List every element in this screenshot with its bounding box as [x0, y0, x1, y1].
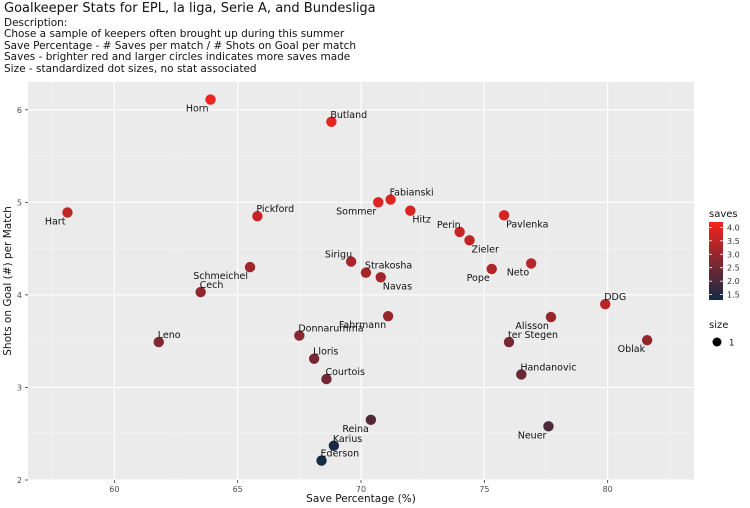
- data-point: [195, 286, 206, 298]
- data-point: [373, 197, 384, 208]
- size-legend-label: 1: [729, 339, 734, 349]
- point-label: Donnarumma: [298, 324, 363, 335]
- y-tick-label: 3: [17, 383, 22, 392]
- data-point: [328, 440, 340, 451]
- x-tick-label: 75: [479, 485, 489, 494]
- data-points: [62, 94, 653, 466]
- data-point: [385, 194, 396, 205]
- y-tick-label: 2: [17, 476, 22, 485]
- point-label: Neuer: [518, 430, 547, 441]
- point-label: Hitz: [412, 215, 431, 226]
- data-point: [316, 455, 327, 466]
- legend: saves 4.0 3.5 3.0 2.5 2.0 1.5 size 1: [709, 209, 740, 349]
- description-line: Save Percentage - # Saves per match / # …: [4, 39, 357, 52]
- point-label: DDG: [604, 292, 626, 303]
- x-tick-label: 65: [233, 485, 243, 494]
- point-label: Sirigu: [325, 250, 352, 261]
- point-label: Pickford: [256, 204, 294, 215]
- point-label: Strakosha: [365, 261, 412, 272]
- point-label: Cech: [200, 280, 224, 291]
- legend-title: saves: [709, 209, 738, 220]
- point-label: Ederson: [321, 449, 360, 460]
- data-point: [153, 336, 164, 348]
- data-point: [382, 310, 394, 322]
- data-point: [62, 207, 73, 218]
- point-label: Leno: [158, 330, 181, 341]
- colorbar-tick-label: 3.0: [727, 250, 740, 259]
- data-point: [464, 235, 475, 246]
- x-tick-label: 70: [356, 485, 366, 494]
- data-point: [205, 94, 216, 105]
- y-tick-label: 4: [17, 291, 22, 300]
- point-label: Hart: [45, 217, 66, 228]
- x-tick-label: 60: [109, 485, 119, 494]
- data-point: [375, 272, 386, 283]
- description-line: Saves - brighter red and larger circles …: [4, 51, 351, 64]
- point-label: Pavlenka: [506, 219, 548, 230]
- chart-title: Goalkeeper Stats for EPL, la liga, Serie…: [4, 1, 376, 16]
- data-point: [244, 261, 256, 273]
- point-label: Lloris: [313, 347, 338, 358]
- data-point: [498, 210, 510, 221]
- data-point: [543, 421, 554, 432]
- colorbar-tick-label: 3.5: [727, 237, 740, 246]
- colorbar-tick-label: 4.0: [727, 223, 740, 232]
- data-point: [526, 258, 537, 269]
- x-tick-label: 80: [603, 485, 613, 494]
- point-label: Perin: [437, 220, 461, 231]
- point-label: Zieler: [472, 244, 499, 255]
- point-label: Oblak: [618, 344, 646, 355]
- colorbar-tick-label: 2.0: [727, 277, 740, 286]
- point-label: Horn: [186, 104, 209, 115]
- point-label: Handanovic: [520, 362, 576, 373]
- data-point: [365, 414, 377, 426]
- point-label: Alisson: [515, 321, 549, 332]
- point-label: Reina: [342, 424, 369, 435]
- colorbar-tick-label: 1.5: [727, 291, 740, 300]
- point-label: Butland: [330, 110, 367, 121]
- axes: 60 65 70 75 80 2 3 4 5 6: [17, 106, 613, 494]
- data-point: [252, 211, 263, 222]
- y-axis-label: Shots on Goal (#) per Match: [2, 206, 14, 355]
- x-axis-label: Save Percentage (%): [306, 493, 416, 505]
- data-point: [454, 226, 465, 238]
- point-label: Courtois: [325, 367, 365, 378]
- chart-description: Description: Chose a sample of keepers o…: [4, 17, 357, 75]
- point-label: Pope: [467, 273, 490, 284]
- data-point: [326, 116, 337, 128]
- size-legend-dot: [712, 337, 722, 347]
- point-label: Sommer: [336, 206, 376, 217]
- data-point: [321, 373, 332, 385]
- point-label: Navas: [383, 281, 412, 292]
- data-point: [486, 263, 497, 275]
- data-point: [308, 353, 320, 364]
- colorbar: [709, 222, 723, 300]
- data-point: [545, 311, 557, 323]
- size-legend-title: size: [709, 320, 728, 331]
- point-label: Fahrmann: [339, 320, 386, 331]
- data-point: [516, 369, 527, 380]
- data-point: [294, 330, 305, 341]
- colorbar-tick-label: 2.5: [727, 264, 740, 273]
- description-line: Chose a sample of keepers often brought …: [4, 28, 345, 41]
- point-label: Schmeichel: [193, 271, 248, 282]
- data-point: [360, 267, 372, 278]
- data-point: [345, 256, 357, 267]
- data-point: [503, 336, 515, 348]
- description-heading: Description:: [4, 17, 68, 29]
- point-label: Karius: [333, 434, 362, 445]
- data-point: [600, 298, 611, 310]
- point-label: Fabianski: [390, 188, 434, 199]
- point-labels: Horn Butland Hart Pickford Fabianski Sommer Hi…: [45, 104, 646, 460]
- data-point: [405, 205, 416, 216]
- point-label: Neto: [507, 267, 530, 278]
- description-line: Size - standardized dot sizes, no stat a…: [4, 62, 257, 75]
- y-tick-label: 5: [17, 198, 22, 207]
- y-tick-label: 6: [17, 106, 22, 115]
- point-label: ter Stegen: [508, 330, 558, 341]
- data-point: [641, 335, 653, 346]
